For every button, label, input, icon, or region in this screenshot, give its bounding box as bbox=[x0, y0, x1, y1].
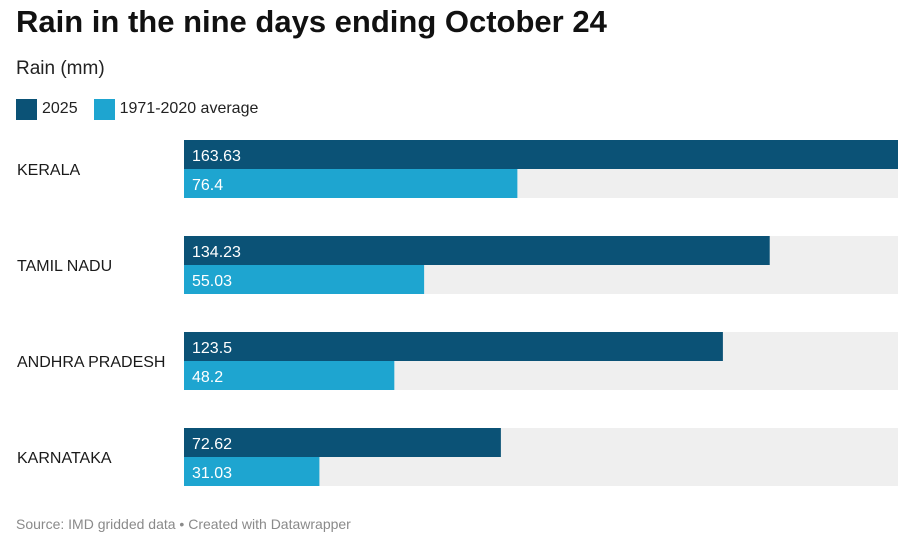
bar-value-label-andhra-pradesh-2025: 123.5 bbox=[192, 340, 232, 357]
bar-karnataka-2025 bbox=[184, 428, 501, 457]
chart-subtitle: Rain (mm) bbox=[16, 58, 105, 79]
legend-label-2025: 2025 bbox=[42, 100, 78, 117]
bar-kerala-2025 bbox=[184, 140, 898, 169]
chart-title: Rain in the nine days ending October 24 bbox=[16, 4, 607, 39]
bar-value-label-tamil-nadu-2025: 134.23 bbox=[192, 244, 241, 261]
bar-value-label-kerala-2025: 163.63 bbox=[192, 148, 241, 165]
bar-value-label-kerala-1971-2020-average: 76.4 bbox=[192, 177, 223, 194]
legend-swatch-average bbox=[93, 98, 115, 120]
bar-tamil-nadu-2025 bbox=[184, 236, 770, 265]
bar-value-label-tamil-nadu-1971-2020-average: 55.03 bbox=[192, 273, 232, 290]
category-label-karnataka: KARNATAKA bbox=[17, 450, 112, 467]
bar-karnataka-1971-2020-average bbox=[184, 457, 320, 486]
bar-andhra-pradesh-1971-2020-average bbox=[184, 361, 395, 390]
bar-value-label-andhra-pradesh-1971-2020-average: 48.2 bbox=[192, 369, 223, 386]
category-label-kerala: KERALA bbox=[17, 162, 80, 179]
legend-label-average: 1971-2020 average bbox=[119, 100, 259, 117]
legend: 2025 1971-2020 average bbox=[16, 98, 274, 120]
category-label-tamil-nadu: TAMIL NADU bbox=[17, 258, 112, 275]
legend-swatch-2025 bbox=[16, 98, 37, 120]
bar-value-label-karnataka-1971-2020-average: 31.03 bbox=[192, 465, 232, 482]
source-footer: Source: IMD gridded data • Created with … bbox=[16, 516, 351, 532]
category-label-andhra-pradesh: ANDHRA PRADESH bbox=[17, 354, 165, 371]
bar-andhra-pradesh-2025 bbox=[184, 332, 723, 361]
legend-item-average: 1971-2020 average bbox=[93, 98, 259, 120]
legend-item-2025: 2025 bbox=[16, 98, 78, 120]
bar-kerala-1971-2020-average bbox=[184, 169, 518, 198]
bar-tamil-nadu-1971-2020-average bbox=[184, 265, 425, 294]
bar-value-label-karnataka-2025: 72.62 bbox=[192, 436, 232, 453]
